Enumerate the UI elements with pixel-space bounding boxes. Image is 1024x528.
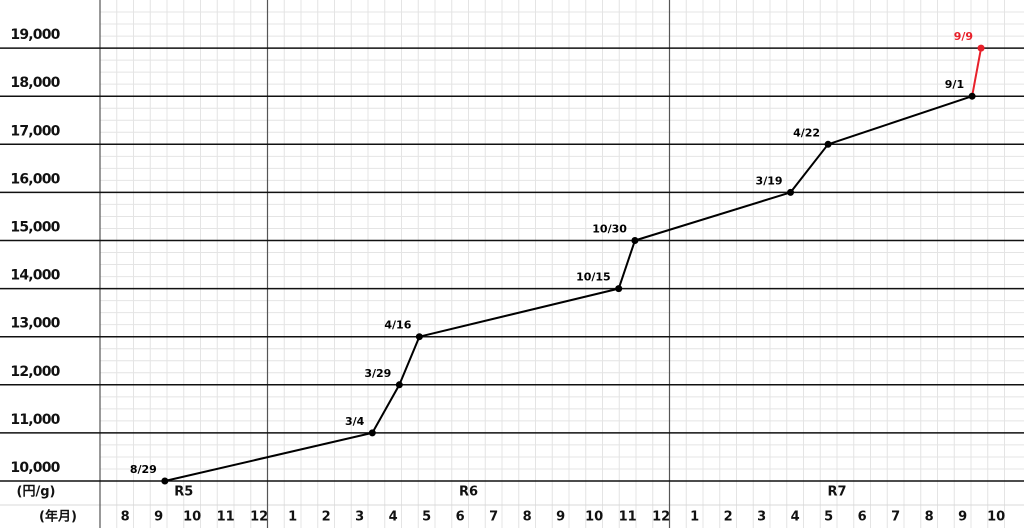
x-unit-label: (年月) <box>39 509 77 525</box>
month-label: 11 <box>217 510 235 525</box>
point-label: 3/29 <box>364 367 391 380</box>
month-label: 1 <box>690 510 699 525</box>
point-label: 3/19 <box>756 174 783 187</box>
month-label: 4 <box>389 510 398 525</box>
point-label: 3/4 <box>345 415 365 428</box>
month-label: 8 <box>121 510 130 525</box>
point-label: 10/15 <box>576 271 611 284</box>
y-unit-label: (円/g) <box>17 485 56 500</box>
year-label: R6 <box>459 485 478 500</box>
point <box>787 188 795 196</box>
month-label: 6 <box>456 510 465 525</box>
point-label: 9/9 <box>954 30 973 43</box>
y-tick-label: 16,000 <box>10 171 60 187</box>
point <box>631 237 639 244</box>
month-label: 9 <box>958 510 967 525</box>
y-tick-label: 19,000 <box>10 27 60 43</box>
year-label: R7 <box>827 485 846 500</box>
month-label: 8 <box>523 510 532 525</box>
y-tick-label: 15,000 <box>10 220 60 236</box>
month-label: 10 <box>987 510 1005 525</box>
point <box>368 429 376 437</box>
month-label: 8 <box>925 510 934 525</box>
point <box>615 285 623 293</box>
year-label: R5 <box>174 485 193 500</box>
point-label: 9/1 <box>945 78 964 91</box>
month-label: 6 <box>858 510 867 525</box>
point-label: 4/22 <box>793 126 820 139</box>
point <box>968 92 976 100</box>
point-label: 10/30 <box>592 223 627 236</box>
point <box>977 44 985 52</box>
y-tick-label: 14,000 <box>10 268 60 284</box>
month-label: 2 <box>724 510 733 525</box>
month-label: 5 <box>422 510 431 525</box>
month-label: 3 <box>757 510 766 525</box>
month-label: 2 <box>322 510 331 525</box>
point <box>415 333 423 341</box>
point <box>824 140 832 148</box>
month-label: 5 <box>824 510 833 525</box>
month-label: 10 <box>183 510 201 525</box>
y-tick-label: 11,000 <box>10 412 60 428</box>
point <box>161 477 169 485</box>
y-tick-label: 17,000 <box>10 123 60 139</box>
y-tick-label: 18,000 <box>10 75 60 91</box>
point-label: 4/16 <box>384 319 411 332</box>
month-label: 1 <box>288 510 297 525</box>
price-line <box>971 47 983 97</box>
month-label: 4 <box>791 510 800 525</box>
month-label: 7 <box>891 510 900 525</box>
month-label: 12 <box>652 510 670 525</box>
month-label: 12 <box>250 510 268 525</box>
month-label: 9 <box>154 510 163 525</box>
y-tick-label: 12,000 <box>10 364 60 380</box>
month-label: 10 <box>585 510 603 525</box>
month-label: 3 <box>355 510 364 525</box>
month-label: 11 <box>619 510 637 525</box>
month-label: 9 <box>556 510 565 525</box>
y-tick-label: 10,000 <box>10 460 60 476</box>
point <box>395 381 403 389</box>
month-label: 7 <box>489 510 498 525</box>
point-label: 8/29 <box>130 463 157 476</box>
y-tick-label: 13,000 <box>10 316 60 332</box>
